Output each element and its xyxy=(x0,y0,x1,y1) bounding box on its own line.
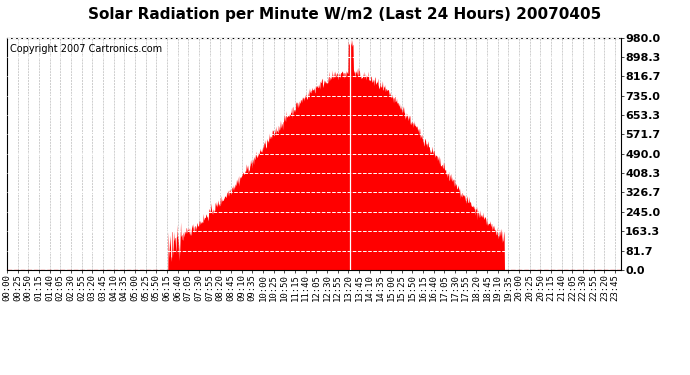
Text: Copyright 2007 Cartronics.com: Copyright 2007 Cartronics.com xyxy=(10,45,162,54)
Text: Solar Radiation per Minute W/m2 (Last 24 Hours) 20070405: Solar Radiation per Minute W/m2 (Last 24… xyxy=(88,8,602,22)
